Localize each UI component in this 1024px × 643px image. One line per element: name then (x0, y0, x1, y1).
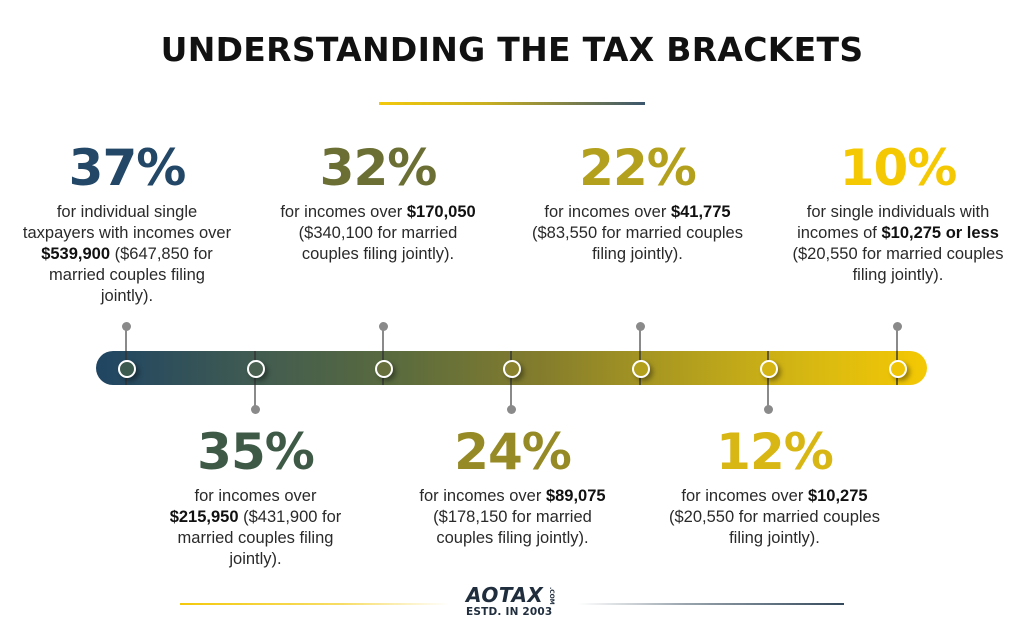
bracket-24: 24% for incomes over $89,075 ($178,150 f… (400, 424, 625, 549)
bracket-rate: 37% (68, 139, 187, 197)
footer-rule-right (578, 603, 844, 605)
connector-dot (763, 405, 773, 414)
bracket-37: 37% for individual single taxpayers with… (22, 140, 232, 307)
bracket-rate: 22% (579, 139, 697, 197)
title-underline (379, 102, 645, 105)
bracket-description: for single individuals with incomes of $… (792, 203, 1004, 284)
connector-dot (121, 322, 131, 331)
bracket-rate: 32% (319, 139, 438, 197)
bracket-12: 12% for incomes over $10,275 ($20,550 fo… (652, 424, 897, 549)
connector-dot (378, 322, 388, 331)
bracket-description: for incomes over $41,775 ($83,550 for ma… (532, 203, 743, 263)
connector-stem (896, 329, 898, 351)
timeline-node-24 (502, 359, 521, 378)
bracket-description: for individual single taxpayers with inc… (22, 203, 232, 305)
connector-stem (382, 329, 384, 351)
connector-stem (125, 329, 127, 351)
connector-dot (635, 322, 645, 331)
timeline-node-22 (631, 359, 650, 378)
timeline-node-35 (246, 359, 265, 378)
connector-dot (892, 322, 902, 331)
connector-stem (639, 329, 641, 351)
footer-rule-left (180, 603, 450, 605)
bracket-rate: 24% (454, 423, 572, 481)
page-title: UNDERSTANDING THE TAX BRACKETS (160, 30, 864, 69)
timeline-node-10 (888, 359, 907, 378)
bracket-32: 32% for incomes over $170,050 ($340,100 … (268, 140, 488, 265)
connector-stem (510, 385, 512, 407)
bracket-rate: 12% (716, 423, 834, 481)
bracket-22: 22% for incomes over $41,775 ($83,550 fo… (520, 140, 755, 265)
connector-stem (767, 385, 769, 407)
aotax-logo: AOTAX .COM ESTD. IN 2003 (466, 585, 566, 618)
bracket-description: for incomes over $170,050 ($340,100 for … (280, 203, 476, 263)
logo-wordmark: AOTAX (466, 583, 544, 607)
bracket-description: for incomes over $10,275 ($20,550 for ma… (669, 487, 880, 547)
connector-stem (254, 385, 256, 407)
timeline-node-37 (117, 359, 136, 378)
logo-suffix: .COM (548, 587, 555, 605)
bracket-rate: 10% (839, 139, 958, 197)
bracket-35: 35% for incomes over $215,950 ($431,900 … (128, 424, 383, 570)
timeline-node-12 (759, 359, 778, 378)
timeline-node-32 (374, 359, 393, 378)
connector-dot (250, 405, 260, 414)
bracket-rate: 35% (197, 423, 315, 481)
bracket-description: for incomes over $89,075 ($178,150 for m… (419, 487, 606, 547)
logo-tagline: ESTD. IN 2003 (466, 606, 553, 618)
bracket-10: 10% for single individuals with incomes … (778, 140, 1018, 286)
bracket-description: for incomes over $215,950 ($431,900 for … (169, 487, 342, 568)
connector-dot (506, 405, 516, 414)
